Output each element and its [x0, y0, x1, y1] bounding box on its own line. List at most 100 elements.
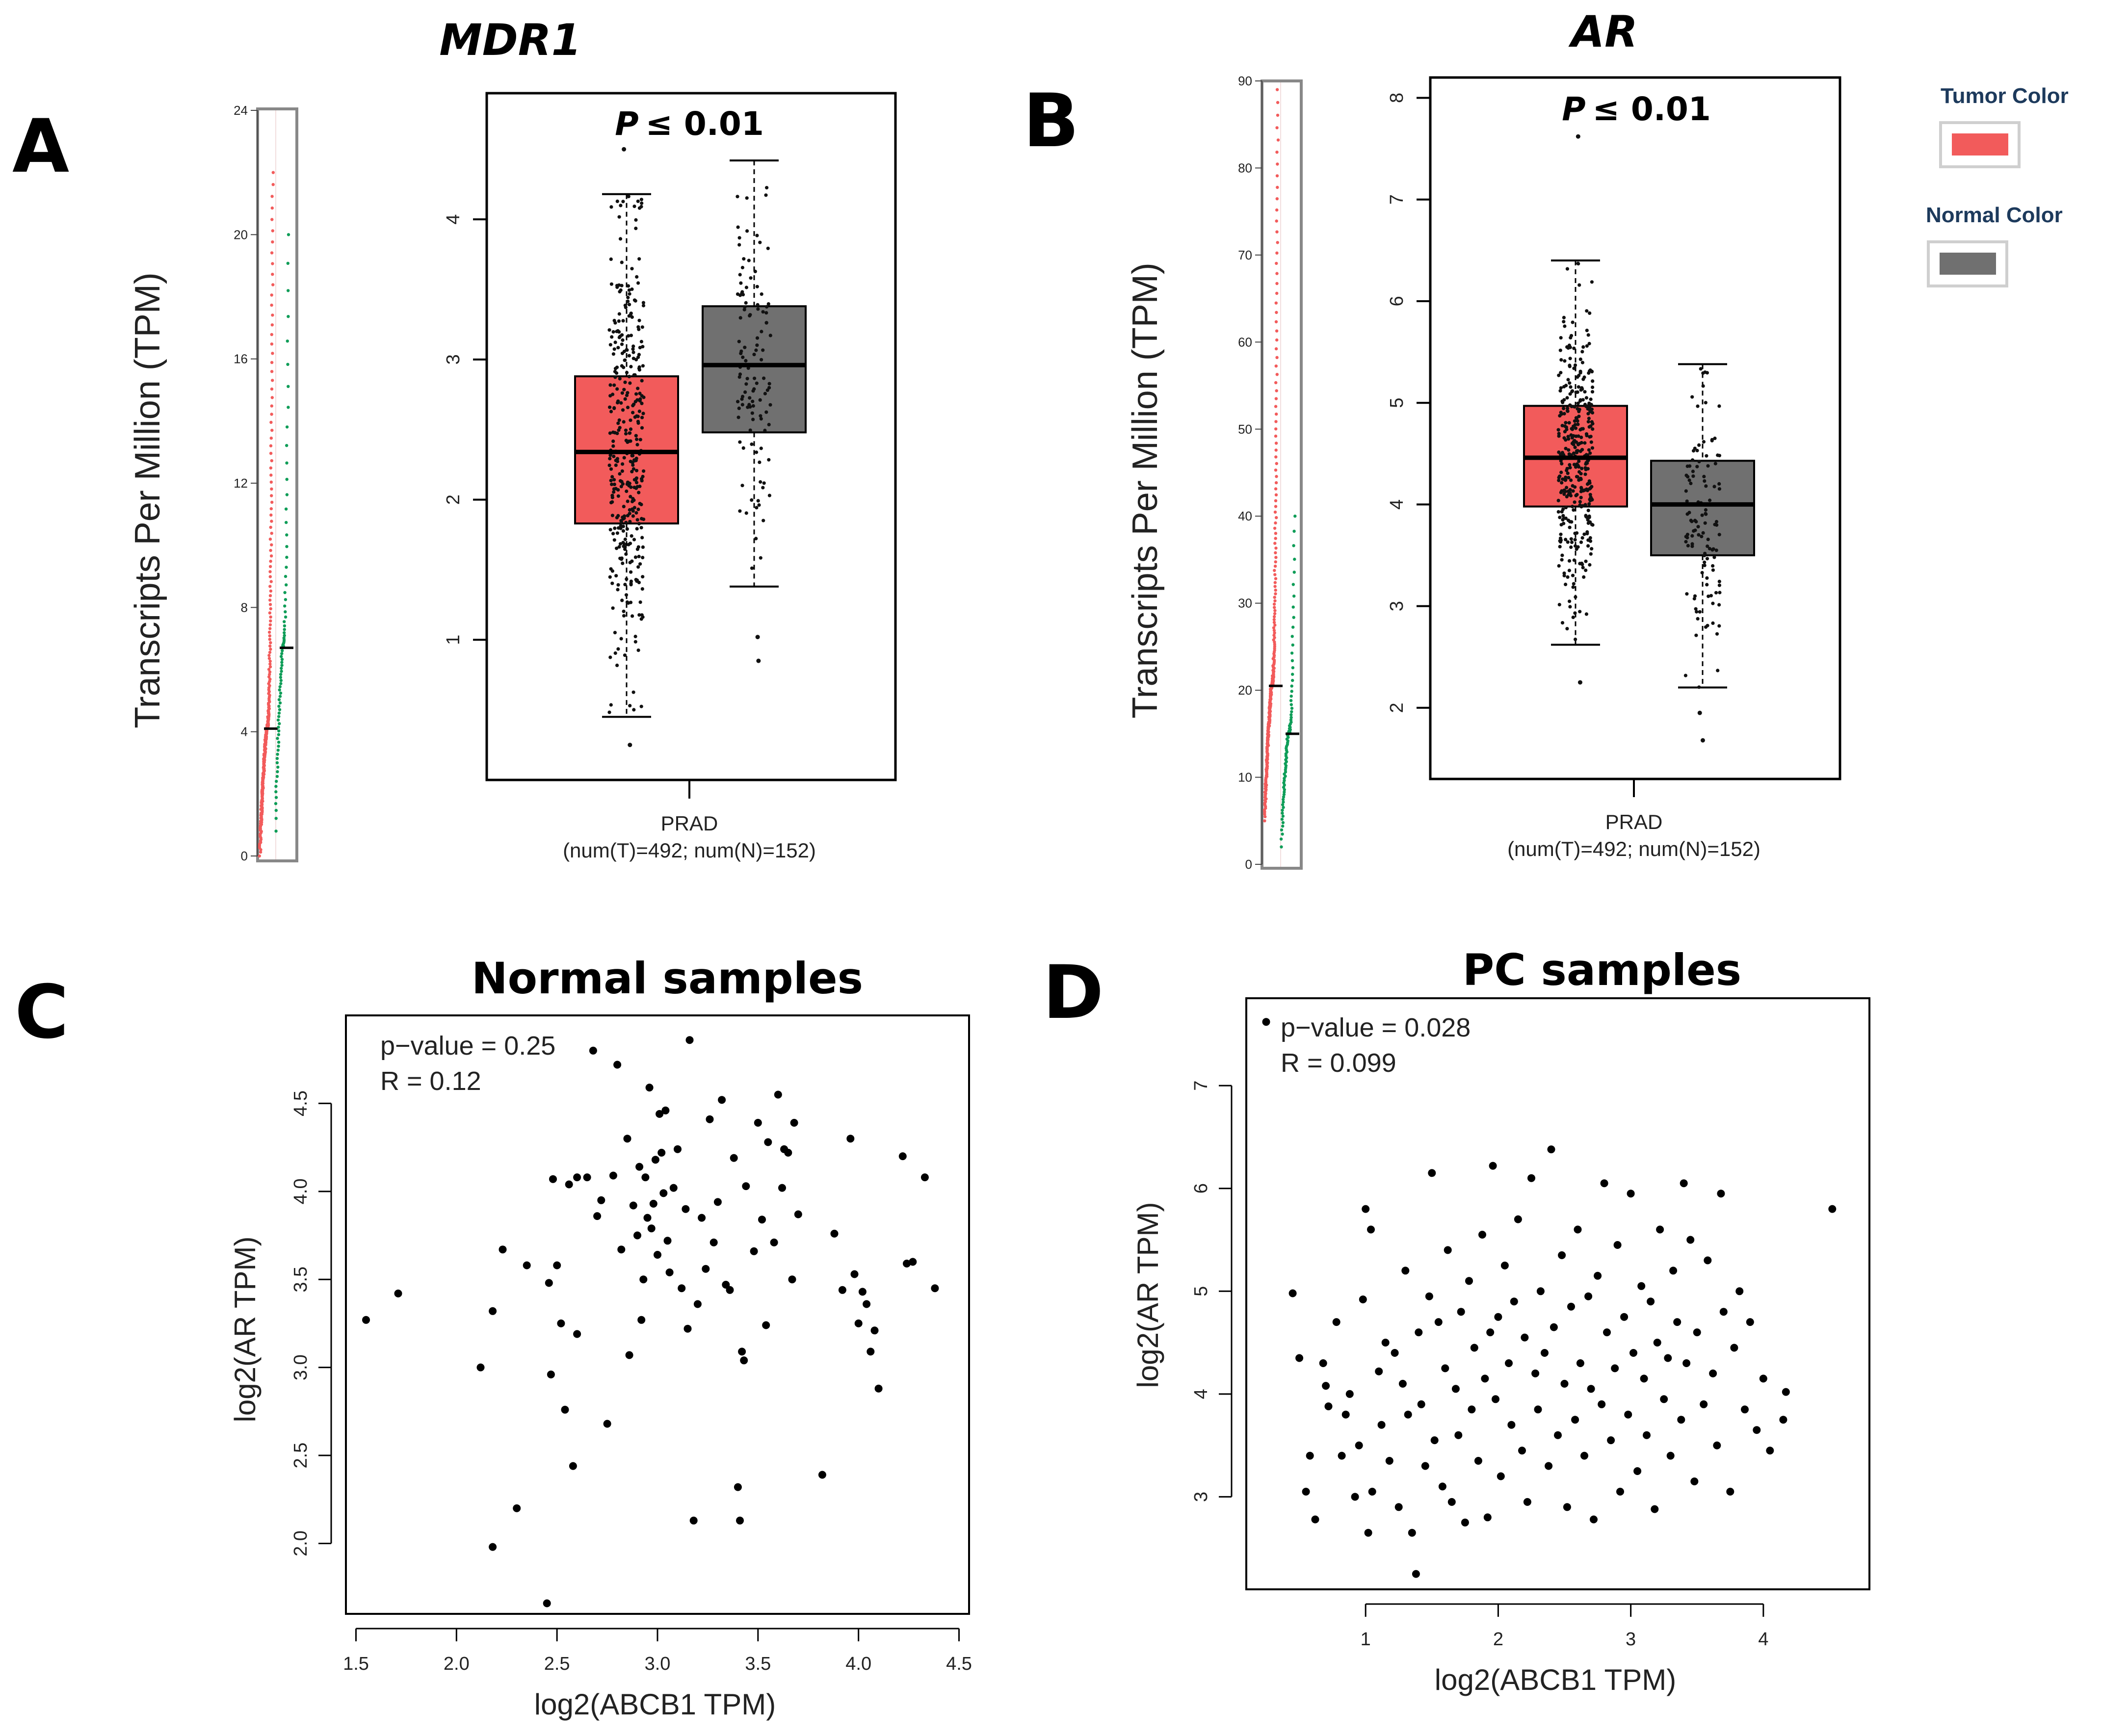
panel-b-strip-dot-tumor: [1274, 381, 1278, 385]
panel-a-jitter-point: [637, 257, 641, 261]
panel-b-jitter-point: [1576, 442, 1580, 446]
panel-b-jitter-point: [1578, 357, 1582, 362]
panel-b-strip-dot-tumor: [1263, 812, 1266, 816]
panel-a-p-text: ≤ 0.01: [646, 105, 764, 143]
panel-a-strip-dot-normal: [275, 779, 278, 783]
panel-b-strip-dot-tumor: [1275, 282, 1279, 285]
panel-a-jitter-point: [740, 265, 744, 270]
panel-a-jitter-point: [631, 614, 634, 618]
panel-b-strip-dot-tumor: [1272, 626, 1276, 630]
panel-a-jitter-point: [740, 484, 744, 488]
panel-b-jitter-point: [1685, 533, 1689, 537]
panel-b-jitter-point: [1562, 407, 1566, 411]
panel-b-jitter-point: [1713, 462, 1717, 466]
panel-d-point: [1574, 1225, 1582, 1234]
panel-c-point: [698, 1214, 706, 1222]
panel-a-jitter-point: [614, 574, 618, 578]
panel-b-strip-dot-tumor: [1276, 185, 1279, 189]
panel-b-jitter-point: [1578, 371, 1582, 375]
panel-a-jitter-point: [740, 290, 744, 294]
panel-d-point: [1594, 1271, 1602, 1280]
panel-a-jitter-point: [638, 600, 642, 604]
panel-a-p-symbol: P: [615, 105, 638, 143]
panel-a-jitter-point: [740, 397, 744, 401]
panel-a-strip-dot-tumor: [269, 473, 273, 477]
panel-a-jitter-point: [767, 458, 771, 462]
panel-b-jitter-point: [1566, 378, 1570, 382]
panel-b-jitter-point: [1582, 575, 1586, 579]
panel-d-x-tick-label: 4: [1758, 1629, 1768, 1650]
panel-b-jitter-point: [1690, 534, 1694, 538]
panel-b-jitter-point: [1565, 267, 1569, 271]
panel-b-strip-dot-tumor: [1275, 389, 1278, 392]
panel-a-jitter-point: [625, 482, 629, 486]
panel-d-point: [1613, 1241, 1622, 1249]
panel-c: C Normal samples p−value = 0.25 R = 0.12…: [15, 953, 972, 1721]
panel-a-jitter-point: [617, 312, 621, 316]
panel-b-jitter-point: [1581, 566, 1585, 570]
panel-a-jitter-point: [629, 485, 633, 489]
panel-a-jitter-point: [621, 200, 625, 204]
panel-b-jitter-point: [1559, 470, 1563, 474]
panel-a-jitter-point: [617, 545, 621, 549]
panel-b-jitter-point: [1577, 373, 1581, 378]
panel-a-jitter-point: [623, 583, 627, 587]
panel-b-strip-dot-normal: [1292, 616, 1295, 619]
panel-d-y-tick-label: 6: [1191, 1183, 1211, 1193]
panel-a-jitter-point: [634, 468, 639, 472]
panel-a-jitter-point: [761, 348, 765, 352]
panel-d-y-tick-label: 3: [1191, 1492, 1211, 1502]
panel-a-jitter-point: [610, 493, 614, 497]
panel-a-jitter-point: [758, 460, 762, 465]
panel-a-jitter-point: [622, 544, 626, 548]
panel-a-jitter-point: [767, 386, 771, 390]
panel-a-jitter-point: [619, 401, 623, 405]
panel-b-jitter-point: [1576, 464, 1580, 467]
panel-b-box-tick-label: 7: [1387, 194, 1407, 205]
panel-c-point: [931, 1284, 939, 1293]
panel-b-jitter-point: [1587, 448, 1591, 452]
panel-d-point: [1421, 1462, 1429, 1470]
panel-c-point: [549, 1175, 557, 1183]
panel-a-jitter-point: [617, 215, 621, 219]
panel-a-strip-dot-tumor: [269, 615, 272, 619]
panel-a-jitter-point: [628, 303, 631, 307]
panel-d-point: [1322, 1382, 1330, 1390]
panel-c-letter: C: [15, 970, 69, 1055]
panel-b-jitter-point: [1571, 615, 1575, 620]
panel-a-jitter-point: [621, 529, 625, 533]
panel-b-jitter-point: [1687, 511, 1691, 515]
panel-a-strip-dot-normal: [275, 775, 279, 778]
panel-d-point: [1338, 1451, 1346, 1460]
panel-a-strip-dot-normal: [274, 817, 278, 820]
panel-a-jitter-point: [622, 614, 626, 618]
panel-c-point: [784, 1148, 792, 1157]
panel-b-jitter-point: [1699, 367, 1703, 371]
panel-a-strip-dot-tumor: [269, 452, 273, 455]
panel-b-jitter-point: [1702, 440, 1706, 444]
panel-a-jitter-point: [758, 240, 762, 244]
panel-d-xlabel: log2(ABCB1 TPM): [1435, 1663, 1676, 1696]
panel-d-point: [1766, 1447, 1774, 1455]
panel-a-jitter-point: [759, 556, 762, 560]
panel-b-jitter-point: [1700, 570, 1704, 575]
panel-b-jitter-point: [1702, 474, 1706, 479]
panel-c-y-tick-label: 2.0: [290, 1530, 311, 1556]
panel-b-jitter-point: [1576, 401, 1580, 405]
panel-c-point: [674, 1145, 682, 1153]
panel-c-point: [734, 1483, 742, 1491]
panel-a-strip-dot-normal: [278, 708, 282, 711]
panel-b-jitter-point: [1587, 502, 1591, 506]
panel-a-jitter-point: [628, 431, 632, 435]
panel-d-point: [1563, 1503, 1571, 1511]
panel-b-jitter-point: [1572, 442, 1576, 446]
panel-b-strip-dot-tumor: [1274, 397, 1278, 400]
panel-d-r: R = 0.099: [1281, 1048, 1396, 1078]
panel-b-jitter-point: [1574, 416, 1578, 420]
panel-a-strip-dot-normal: [278, 701, 282, 705]
panel-b-strip-dot-normal: [1281, 814, 1285, 818]
panel-a-jitter-point: [636, 565, 640, 569]
panel-a-jitter-point: [766, 302, 770, 306]
panel-b-jitter-point: [1689, 481, 1693, 486]
panel-a-jitter-point: [738, 273, 742, 277]
